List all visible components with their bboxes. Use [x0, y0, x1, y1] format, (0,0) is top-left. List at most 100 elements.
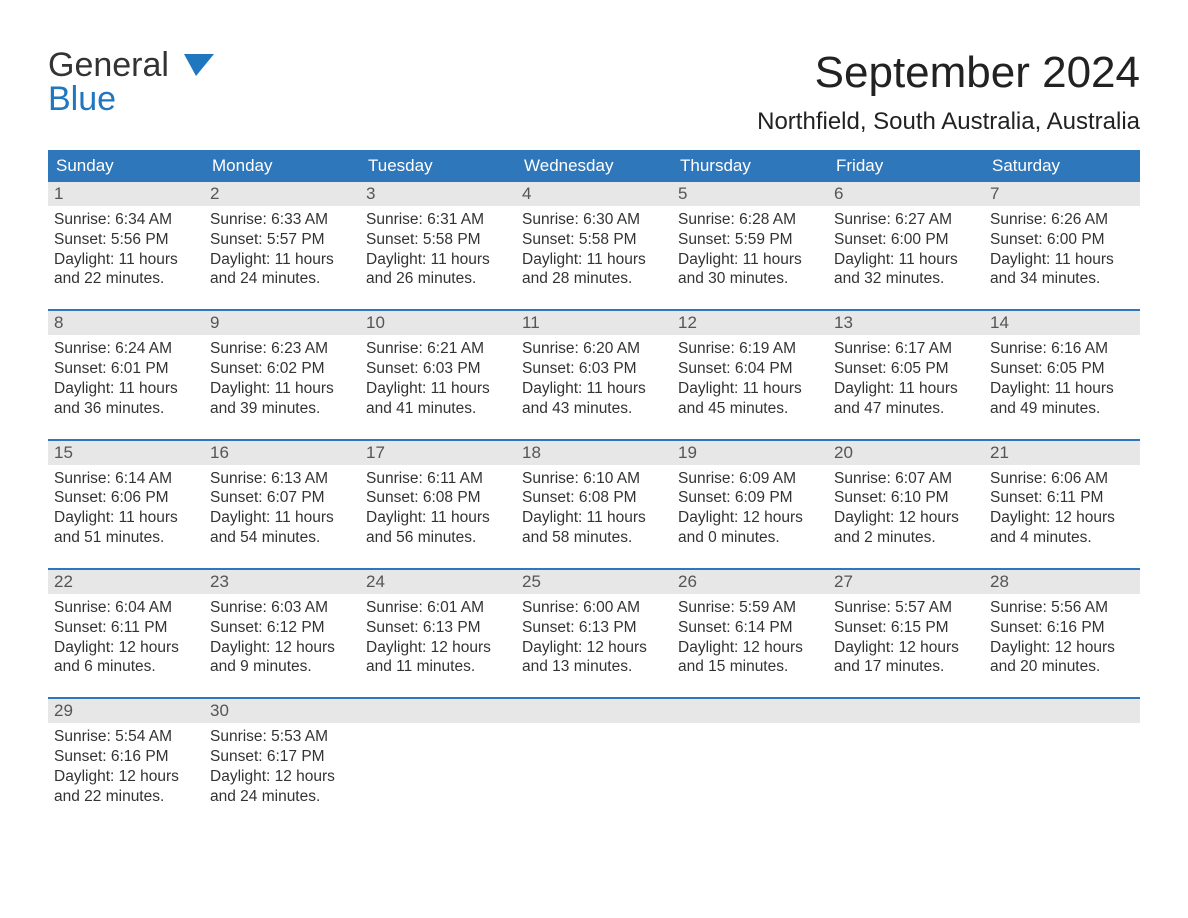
daylight-line2: and 24 minutes.: [210, 787, 354, 807]
day-number: 3: [360, 182, 516, 206]
week-row: 15161718192021Sunrise: 6:14 AMSunset: 6:…: [48, 439, 1140, 568]
day-number: 12: [672, 311, 828, 335]
sunrise: Sunrise: 6:24 AM: [54, 339, 198, 359]
week-row: 22232425262728Sunrise: 6:04 AMSunset: 6:…: [48, 568, 1140, 697]
sunrise: Sunrise: 6:23 AM: [210, 339, 354, 359]
sunrise: Sunrise: 6:19 AM: [678, 339, 822, 359]
week-row: 2930Sunrise: 5:54 AMSunset: 6:16 PMDayli…: [48, 697, 1140, 826]
sunrise: Sunrise: 6:16 AM: [990, 339, 1134, 359]
daylight-line2: and 41 minutes.: [366, 399, 510, 419]
day-number: 5: [672, 182, 828, 206]
dow-friday: Friday: [828, 150, 984, 182]
sunset: Sunset: 6:07 PM: [210, 488, 354, 508]
day-cell: Sunrise: 6:03 AMSunset: 6:12 PMDaylight:…: [204, 594, 360, 697]
daylight-line2: and 56 minutes.: [366, 528, 510, 548]
day-number: 16: [204, 441, 360, 465]
daylight-line1: Daylight: 11 hours: [210, 508, 354, 528]
day-number: 19: [672, 441, 828, 465]
day-cell: Sunrise: 6:06 AMSunset: 6:11 PMDaylight:…: [984, 465, 1140, 568]
flag-icon: [184, 46, 214, 84]
daylight-line2: and 47 minutes.: [834, 399, 978, 419]
day-cell: Sunrise: 6:26 AMSunset: 6:00 PMDaylight:…: [984, 206, 1140, 309]
daylight-line1: Daylight: 12 hours: [366, 638, 510, 658]
sunset: Sunset: 6:16 PM: [54, 747, 198, 767]
day-cell: Sunrise: 5:56 AMSunset: 6:16 PMDaylight:…: [984, 594, 1140, 697]
day-cell: Sunrise: 5:54 AMSunset: 6:16 PMDaylight:…: [48, 723, 204, 826]
day-cell: [984, 723, 1140, 826]
day-cell: Sunrise: 6:31 AMSunset: 5:58 PMDaylight:…: [360, 206, 516, 309]
sunrise: Sunrise: 6:27 AM: [834, 210, 978, 230]
day-cell: [516, 723, 672, 826]
daylight-line2: and 17 minutes.: [834, 657, 978, 677]
sunset: Sunset: 6:03 PM: [366, 359, 510, 379]
day-cell: Sunrise: 6:17 AMSunset: 6:05 PMDaylight:…: [828, 335, 984, 438]
sunset: Sunset: 6:00 PM: [990, 230, 1134, 250]
sunset: Sunset: 6:17 PM: [210, 747, 354, 767]
day-number: 26: [672, 570, 828, 594]
sunrise: Sunrise: 6:34 AM: [54, 210, 198, 230]
daylight-line1: Daylight: 12 hours: [210, 638, 354, 658]
week-row: 891011121314Sunrise: 6:24 AMSunset: 6:01…: [48, 309, 1140, 438]
day-number: 8: [48, 311, 204, 335]
daylight-line1: Daylight: 11 hours: [210, 379, 354, 399]
sunset: Sunset: 6:10 PM: [834, 488, 978, 508]
daylight-line2: and 36 minutes.: [54, 399, 198, 419]
daylight-line2: and 26 minutes.: [366, 269, 510, 289]
day-cell: Sunrise: 5:59 AMSunset: 6:14 PMDaylight:…: [672, 594, 828, 697]
day-number: 10: [360, 311, 516, 335]
sunrise: Sunrise: 6:31 AM: [366, 210, 510, 230]
sunrise: Sunrise: 6:21 AM: [366, 339, 510, 359]
day-number: 30: [204, 699, 360, 723]
dow-saturday: Saturday: [984, 150, 1140, 182]
sunset: Sunset: 6:05 PM: [990, 359, 1134, 379]
day-number: 25: [516, 570, 672, 594]
sunrise: Sunrise: 5:56 AM: [990, 598, 1134, 618]
day-number: 2: [204, 182, 360, 206]
day-cell: [360, 723, 516, 826]
daylight-line1: Daylight: 11 hours: [54, 379, 198, 399]
days-of-week-row: Sunday Monday Tuesday Wednesday Thursday…: [48, 150, 1140, 182]
sunrise: Sunrise: 6:26 AM: [990, 210, 1134, 230]
day-number: 22: [48, 570, 204, 594]
title-block: September 2024 Northfield, South Austral…: [757, 48, 1140, 136]
daylight-line2: and 43 minutes.: [522, 399, 666, 419]
daylight-line1: Daylight: 11 hours: [522, 508, 666, 528]
sunset: Sunset: 6:04 PM: [678, 359, 822, 379]
daylight-line2: and 28 minutes.: [522, 269, 666, 289]
sunrise: Sunrise: 6:30 AM: [522, 210, 666, 230]
daylight-line2: and 32 minutes.: [834, 269, 978, 289]
sunrise: Sunrise: 6:01 AM: [366, 598, 510, 618]
sunset: Sunset: 6:13 PM: [522, 618, 666, 638]
daylight-line2: and 2 minutes.: [834, 528, 978, 548]
daylight-line2: and 51 minutes.: [54, 528, 198, 548]
sunrise: Sunrise: 5:53 AM: [210, 727, 354, 747]
daynum-strip: 1234567: [48, 182, 1140, 206]
sunrise: Sunrise: 6:06 AM: [990, 469, 1134, 489]
week-row: 1234567Sunrise: 6:34 AMSunset: 5:56 PMDa…: [48, 182, 1140, 309]
day-number: 1: [48, 182, 204, 206]
day-cell: Sunrise: 6:30 AMSunset: 5:58 PMDaylight:…: [516, 206, 672, 309]
day-number: 24: [360, 570, 516, 594]
day-number: 6: [828, 182, 984, 206]
sunset: Sunset: 6:16 PM: [990, 618, 1134, 638]
location: Northfield, South Australia, Australia: [757, 108, 1140, 136]
daylight-line1: Daylight: 11 hours: [210, 250, 354, 270]
sunset: Sunset: 6:06 PM: [54, 488, 198, 508]
daylight-line2: and 6 minutes.: [54, 657, 198, 677]
sunset: Sunset: 6:01 PM: [54, 359, 198, 379]
daylight-line1: Daylight: 12 hours: [210, 767, 354, 787]
daylight-line1: Daylight: 12 hours: [678, 638, 822, 658]
day-cell: Sunrise: 6:20 AMSunset: 6:03 PMDaylight:…: [516, 335, 672, 438]
sunset: Sunset: 6:03 PM: [522, 359, 666, 379]
sunrise: Sunrise: 6:09 AM: [678, 469, 822, 489]
daylight-line1: Daylight: 11 hours: [990, 250, 1134, 270]
daylight-line2: and 58 minutes.: [522, 528, 666, 548]
day-cell: Sunrise: 6:14 AMSunset: 6:06 PMDaylight:…: [48, 465, 204, 568]
month-title: September 2024: [757, 48, 1140, 98]
daylight-line2: and 49 minutes.: [990, 399, 1134, 419]
day-cell: Sunrise: 5:57 AMSunset: 6:15 PMDaylight:…: [828, 594, 984, 697]
logo-text-top: General: [48, 46, 169, 84]
day-number: 28: [984, 570, 1140, 594]
day-number: 9: [204, 311, 360, 335]
daylight-line1: Daylight: 11 hours: [366, 508, 510, 528]
